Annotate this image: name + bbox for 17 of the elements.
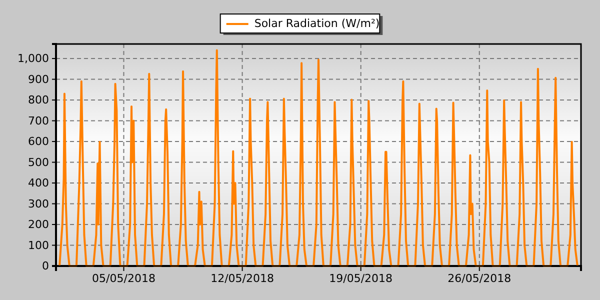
y-tick-label: 900 bbox=[28, 72, 49, 86]
y-tick-label: 100 bbox=[28, 238, 49, 252]
y-tick-label: 400 bbox=[28, 176, 49, 190]
y-tick-label: 200 bbox=[28, 218, 49, 232]
y-tick-label: 500 bbox=[28, 156, 49, 169]
y-tick-label: 600 bbox=[28, 135, 49, 148]
line-series bbox=[58, 49, 578, 267]
y-tick-label: 0 bbox=[42, 260, 49, 273]
x-tick-label: 12/05/2018 bbox=[210, 272, 274, 285]
y-tick-label: 1,000 bbox=[18, 52, 49, 66]
y-tick-label: 300 bbox=[28, 197, 49, 210]
x-tick-label: 26/05/2018 bbox=[448, 272, 512, 285]
y-tick-label: 800 bbox=[28, 94, 49, 107]
legend-label: Solar Radiation (W/m²) bbox=[254, 17, 380, 30]
y-tick-label: 700 bbox=[28, 114, 49, 128]
x-tick-label: 05/05/2018 bbox=[92, 272, 156, 285]
x-tick-label: 19/05/2018 bbox=[329, 272, 393, 285]
